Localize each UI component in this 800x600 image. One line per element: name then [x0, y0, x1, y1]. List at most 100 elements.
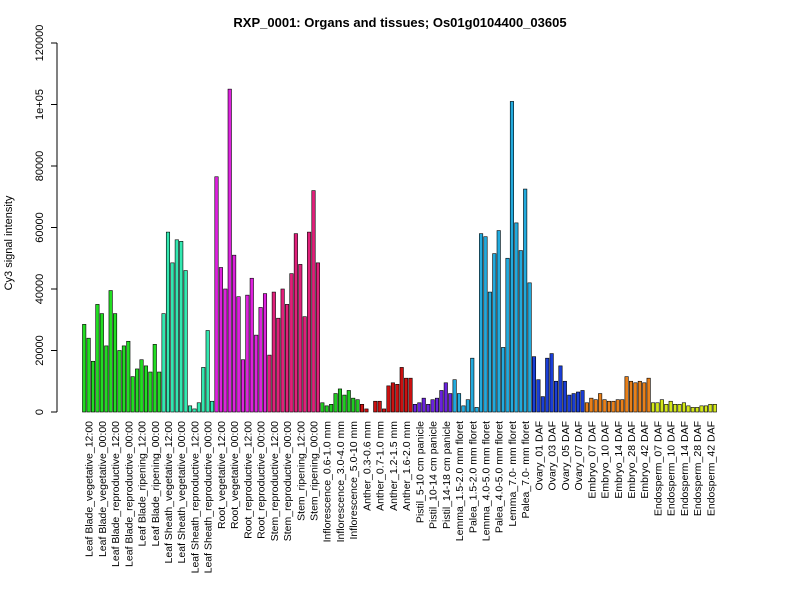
- bar: [311, 190, 316, 413]
- bar: [598, 393, 603, 413]
- bar: [554, 380, 559, 413]
- bar: [558, 365, 563, 413]
- x-tick-label: Palea_4.0-5.0 mm floret: [494, 421, 506, 533]
- bar: [443, 382, 448, 413]
- bar: [315, 262, 320, 413]
- x-tick-label: Endosperm_14 DAF: [679, 421, 691, 516]
- bar: [245, 294, 250, 413]
- x-tick-label: Anther_1.6-2.0 mm: [401, 421, 413, 511]
- bar: [174, 239, 179, 413]
- chart-title: RXP_0001: Organs and tissues; Os01g01044…: [233, 15, 566, 30]
- bar: [161, 313, 166, 413]
- bar: [602, 399, 607, 413]
- bar: [673, 404, 678, 413]
- bar: [399, 367, 404, 413]
- y-tick-label: 40000: [34, 274, 46, 305]
- bar: [152, 344, 157, 413]
- x-tick-label: Leaf Blade_reproductive_00:00: [123, 421, 135, 567]
- x-tick-label: Root_reproductive_12:00: [242, 421, 254, 539]
- x-tick-label: Leaf Blade_ripening_00:00: [150, 421, 162, 547]
- bar: [514, 222, 519, 413]
- bar: [580, 390, 585, 413]
- bar: [262, 293, 268, 413]
- bar: [373, 400, 378, 413]
- x-tick-label: Root_vegetative_00:00: [229, 421, 241, 529]
- bar: [457, 393, 462, 413]
- x-tick-label: Leaf Sheath_vegetative_12:00: [163, 421, 175, 564]
- x-tick-label: Ovary_05 DAF: [560, 421, 572, 490]
- bar: [417, 402, 422, 413]
- bar: [426, 404, 431, 413]
- x-tick-label: Endosperm_07 DAF: [652, 421, 664, 516]
- bar: [518, 250, 523, 413]
- bar: [695, 407, 700, 413]
- bar: [487, 291, 492, 413]
- bar: [201, 367, 206, 413]
- bar: [121, 345, 126, 413]
- bar: [82, 324, 87, 413]
- x-tick-label: Ovary_07 DAF: [573, 421, 585, 490]
- bar: [712, 404, 717, 413]
- bar: [549, 353, 554, 413]
- bar: [223, 288, 228, 413]
- bar: [218, 267, 223, 413]
- bar: [157, 371, 162, 413]
- x-tick-label: Anther_0.7-1.0 mm: [375, 421, 387, 511]
- bar: [470, 357, 475, 413]
- bar: [293, 233, 298, 413]
- bar: [179, 241, 184, 413]
- bar: [664, 404, 669, 413]
- bar: [351, 397, 356, 413]
- bar: [637, 380, 642, 413]
- bar: [271, 291, 276, 413]
- x-tick-label: Pistil_14-18 cm panicle: [441, 421, 453, 529]
- bar: [699, 405, 704, 413]
- bar: [651, 402, 656, 413]
- x-tick-label: Leaf Blade_vegetative_00:00: [97, 421, 109, 557]
- bar: [99, 313, 104, 413]
- bar: [139, 359, 144, 413]
- bar: [249, 277, 254, 413]
- x-tick-label: Pistil_10-14 cm panicle: [428, 421, 440, 529]
- bar: [337, 388, 342, 413]
- bar: [364, 408, 369, 413]
- bar: [395, 384, 400, 413]
- y-tick-label: 20000: [34, 335, 46, 366]
- bar: [196, 402, 201, 413]
- bar: [148, 371, 153, 413]
- bar: [434, 397, 440, 413]
- x-tick-label: Palea_1.5-2.0 mm floret: [467, 421, 479, 533]
- bar: [320, 402, 325, 413]
- bar: [686, 405, 691, 413]
- bar: [465, 399, 470, 413]
- bar: [611, 400, 616, 413]
- bar: [439, 390, 444, 413]
- x-tick-label: Endosperm_28 DAF: [692, 421, 704, 516]
- x-tick-label: Root_vegetative_12:00: [216, 421, 228, 529]
- y-tick-label: 60000: [34, 212, 46, 243]
- bar: [576, 391, 581, 413]
- bar: [143, 365, 148, 413]
- bar: [86, 337, 91, 413]
- bar: [655, 402, 660, 413]
- bar: [606, 400, 611, 413]
- bar: [386, 385, 391, 413]
- bar: [289, 273, 294, 413]
- bar: [135, 368, 140, 413]
- bar: [633, 382, 638, 413]
- x-tick-label: Root_reproductive_00:00: [256, 421, 268, 539]
- bar: [232, 254, 237, 413]
- x-tick-label: Leaf Blade_ripening_12:00: [137, 421, 149, 547]
- bar: [126, 340, 131, 413]
- bar: [659, 399, 664, 413]
- bar: [276, 317, 281, 413]
- x-tick-label: Embryo_14 DAF: [613, 421, 625, 499]
- bar: [355, 399, 360, 413]
- bar: [329, 404, 334, 413]
- y-tick-label: 1e+05: [34, 89, 46, 120]
- y-axis-label: Cy3 signal intensity: [3, 195, 15, 290]
- bar: [615, 399, 620, 413]
- bar: [703, 405, 709, 413]
- bar: [545, 357, 550, 413]
